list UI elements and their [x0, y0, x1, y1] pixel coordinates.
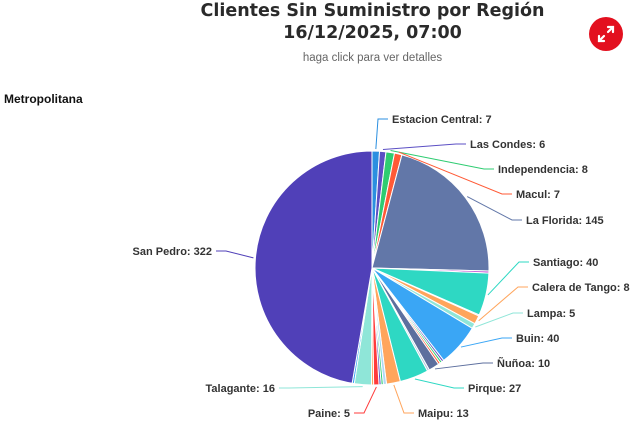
pie-slice-la-florida[interactable] — [371, 154, 490, 272]
leader-line — [390, 149, 494, 170]
data-label: Lampa: 5 — [527, 308, 575, 320]
chart-title: Clientes Sin Suministro por Región 16/12/… — [100, 0, 635, 44]
title-line-1: Clientes Sin Suministro por Región — [200, 1, 545, 21]
leader-line — [279, 386, 363, 389]
leader-line — [466, 196, 522, 221]
data-label: Macul: 7 — [516, 189, 560, 201]
region-title: Metropolitana — [4, 92, 83, 106]
title-line-2: 16/12/2025, 07:00 — [283, 23, 462, 43]
expand-button[interactable] — [589, 17, 623, 51]
data-label: Buin: 40 — [516, 333, 559, 345]
leader-line — [382, 143, 466, 151]
pie-slice-san-pedro[interactable] — [254, 150, 373, 384]
data-label: Ñuñoa: 10 — [497, 357, 550, 370]
leader-line — [460, 337, 512, 348]
data-label: Talagante: 16 — [206, 383, 276, 395]
leader-line — [398, 151, 512, 195]
chart-subtitle: haga click para ver detalles — [302, 52, 443, 64]
leader-line — [393, 384, 414, 414]
data-label: San Pedro: 322 — [133, 246, 212, 258]
leader-line — [414, 378, 464, 389]
leader-line — [487, 261, 529, 296]
data-label: Las Condes: 6 — [470, 139, 545, 151]
data-label: Independencia: 8 — [498, 164, 588, 176]
data-label: Paine: 5 — [308, 408, 350, 420]
leader-line — [216, 250, 254, 259]
data-label: Santiago: 40 — [533, 257, 598, 269]
leader-line — [354, 386, 377, 414]
data-label: Calera de Tango: 8 — [532, 282, 630, 294]
leader-line — [375, 118, 388, 150]
data-label: La Florida: 145 — [526, 215, 604, 227]
leader-line — [434, 362, 493, 370]
leader-line — [475, 312, 523, 328]
data-label: Maipu: 13 — [418, 408, 469, 420]
leader-line — [478, 286, 528, 322]
data-label: Estacion Central: 7 — [392, 114, 492, 126]
data-label: Pirque: 27 — [468, 383, 521, 395]
expand-arrows-icon — [597, 25, 615, 43]
